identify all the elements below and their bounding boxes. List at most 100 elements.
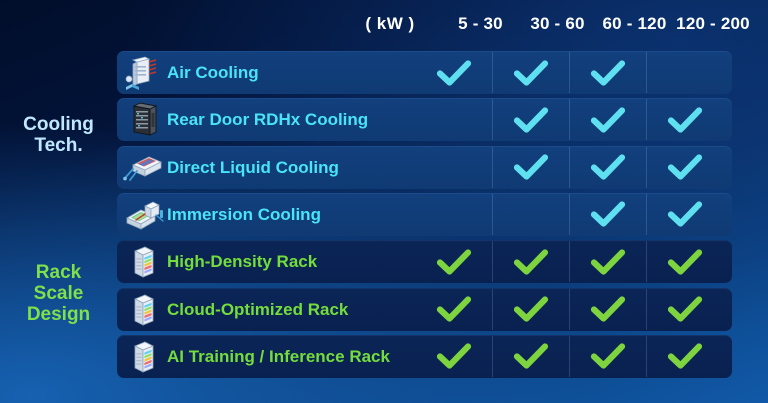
matrix-cell[interactable] <box>415 288 492 331</box>
matrix-cell[interactable] <box>569 51 646 94</box>
air-cooling-unit-icon <box>123 54 163 92</box>
row-label: Direct Liquid Cooling <box>167 157 339 177</box>
matrix-cell[interactable] <box>569 193 646 236</box>
check-icon <box>646 240 723 283</box>
cell-divider <box>492 193 493 235</box>
matrix-cell[interactable] <box>415 146 492 189</box>
table-row[interactable]: Air Cooling <box>117 51 732 94</box>
cell-divider <box>646 146 647 188</box>
category-rack-line3: Design <box>26 304 91 325</box>
row-cells <box>415 146 732 189</box>
header-col-1: 30 - 60 <box>530 14 585 33</box>
row-label: Rear Door RDHx Cooling <box>167 110 369 130</box>
table-row[interactable]: AI Training / Inference Rack <box>117 334 732 378</box>
row-cells <box>415 98 732 141</box>
matrix-cell[interactable] <box>646 193 723 236</box>
matrix-cell[interactable] <box>415 51 492 94</box>
check-icon <box>569 193 646 236</box>
check-icon <box>569 51 646 94</box>
matrix-cell[interactable] <box>415 98 492 141</box>
matrix-cell[interactable] <box>415 335 492 378</box>
cell-divider <box>646 241 647 283</box>
row-label: Air Cooling <box>167 63 259 82</box>
table-row[interactable]: Cloud-Optimized Rack <box>117 287 732 331</box>
row-cells <box>415 288 732 331</box>
row-label: Cloud-Optimized Rack <box>167 299 349 319</box>
check-icon <box>569 146 646 189</box>
cell-divider <box>569 99 570 141</box>
cell-divider <box>492 99 493 141</box>
row-cells <box>415 51 732 94</box>
row-label: AI Training / Inference Rack <box>167 346 390 366</box>
cell-divider <box>569 335 570 377</box>
matrix-cell[interactable] <box>569 335 646 378</box>
matrix-cell[interactable] <box>415 193 492 236</box>
check-icon <box>569 98 646 141</box>
check-icon <box>415 240 492 283</box>
table-row[interactable]: Immersion Cooling <box>117 192 732 236</box>
check-icon <box>415 335 492 378</box>
matrix-cell[interactable] <box>569 146 646 189</box>
matrix-cell[interactable] <box>569 240 646 283</box>
matrix-cell[interactable] <box>492 146 569 189</box>
matrix-cell[interactable] <box>646 51 723 94</box>
rear-door-rack-icon <box>123 101 163 139</box>
matrix-cell[interactable] <box>415 240 492 283</box>
check-icon <box>415 51 492 94</box>
server-rack-icon <box>123 338 163 376</box>
matrix-cell[interactable] <box>492 335 569 378</box>
cell-divider <box>492 335 493 377</box>
check-icon <box>569 335 646 378</box>
row-cells <box>415 193 732 236</box>
check-icon <box>569 288 646 331</box>
cell-divider <box>646 335 647 377</box>
table-row[interactable]: Rear Door RDHx Cooling <box>117 98 732 142</box>
cell-divider <box>492 52 493 93</box>
matrix-cell[interactable] <box>569 98 646 141</box>
category-label-cooling-tech: Cooling Tech. <box>0 114 117 156</box>
row-cells <box>415 335 732 378</box>
matrix-cell[interactable] <box>646 146 723 189</box>
check-icon <box>569 240 646 283</box>
cell-divider <box>569 241 570 283</box>
cell-divider <box>569 193 570 235</box>
matrix-cell[interactable] <box>646 240 723 283</box>
category-cooling-line1: Cooling <box>23 114 94 135</box>
cell-divider <box>569 52 570 93</box>
check-icon <box>646 193 723 236</box>
matrix-header: ( kW ) 5 - 30 30 - 60 60 - 120 120 - 200 <box>340 12 760 42</box>
header-col-3: 120 - 200 <box>676 14 750 33</box>
check-icon <box>492 335 569 378</box>
table-row[interactable]: High-Density Rack <box>117 240 732 284</box>
matrix-cell[interactable] <box>492 193 569 236</box>
check-icon <box>646 288 723 331</box>
category-rack-line2: Scale <box>33 283 84 304</box>
header-unit-label: ( kW ) <box>365 14 415 33</box>
table-row[interactable]: Direct Liquid Cooling <box>117 145 732 189</box>
category-label-rack-scale-design: Rack Scale Design <box>0 262 117 325</box>
cell-divider <box>492 288 493 330</box>
check-icon <box>646 146 723 189</box>
cell-divider <box>646 193 647 235</box>
matrix-cell[interactable] <box>646 335 723 378</box>
matrix-cell[interactable] <box>646 98 723 141</box>
check-icon <box>492 288 569 331</box>
header-col-0: 5 - 30 <box>458 14 503 33</box>
check-icon <box>415 288 492 331</box>
header-col-2: 60 - 120 <box>602 14 667 33</box>
matrix-cell[interactable] <box>646 288 723 331</box>
cell-divider <box>646 52 647 93</box>
check-icon <box>492 146 569 189</box>
matrix-cell[interactable] <box>492 98 569 141</box>
row-label: High-Density Rack <box>167 252 318 272</box>
category-rack-line1: Rack <box>35 262 82 283</box>
cell-divider <box>569 288 570 330</box>
matrix-cell[interactable] <box>492 51 569 94</box>
matrix-cell[interactable] <box>492 240 569 283</box>
server-rack-icon <box>123 243 163 281</box>
matrix-cell[interactable] <box>492 288 569 331</box>
check-icon <box>492 51 569 94</box>
check-icon <box>492 98 569 141</box>
matrix-cell[interactable] <box>569 288 646 331</box>
